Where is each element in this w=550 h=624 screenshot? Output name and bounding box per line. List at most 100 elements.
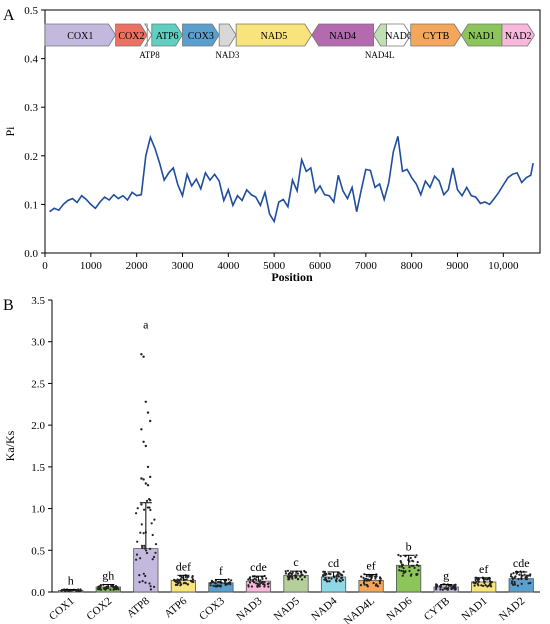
data-point [179,584,182,587]
category-label: NAD4L [342,595,378,624]
data-point [62,588,65,592]
data-point [152,555,156,559]
gene-arrow [235,23,313,47]
data-point [249,578,252,582]
data-point [212,584,215,588]
data-point [296,572,300,575]
data-point [189,579,192,583]
data-point [440,584,443,587]
data-point [176,578,179,581]
data-point [329,573,332,576]
data-point [265,577,268,580]
data-point [401,574,404,577]
data-point [327,577,330,580]
data-point [454,588,457,591]
data-point [299,575,302,578]
outlier-point [140,477,143,480]
data-point [524,577,527,581]
gene-label: NAD5 [261,31,288,42]
data-point [115,588,118,591]
data-point [511,577,515,581]
data-point [143,544,146,547]
gene-arrow [218,23,237,47]
category-label: CYTB [422,595,452,623]
data-point [247,585,250,588]
panel-b-y-ticks: 0.0 0.5 1.0 1.5 2.0 2.5 3.0 3.5 [31,295,52,599]
category-label: NAD6 [384,595,415,623]
data-point [474,576,477,579]
data-point [489,583,492,587]
data-point [489,580,492,583]
data-point [179,578,183,581]
x-tick-label: 3000 [172,260,195,272]
data-point [365,574,368,578]
data-point [149,547,152,551]
data-point [99,586,102,589]
data-point [414,556,417,559]
data-point [144,581,147,584]
y-tick-label: 0.0 [24,248,38,260]
data-point [325,579,328,582]
category-label: NAD4 [309,595,340,623]
category-label: ATP8 [125,595,152,621]
data-point [512,572,515,575]
data-point [435,588,438,591]
significance-letter: b [406,539,412,553]
data-point [303,575,306,579]
gene-map-below-labels: ATP8 NAD3 NAD4L [139,50,394,60]
data-point [140,523,143,526]
data-point [416,561,419,564]
data-point [397,553,400,557]
data-point [75,589,78,592]
outlier-point [149,499,152,502]
data-point [335,575,338,578]
data-point [248,581,252,584]
data-point [337,575,340,578]
y-tick-label: 0.2 [24,151,38,163]
data-point [339,579,342,583]
data-point [107,587,110,590]
panel-b-y-axis-label: Ka/Ks [3,430,17,461]
data-point [153,585,156,589]
data-point [230,579,233,582]
category-label: NAD5 [272,595,303,623]
y-tick-label: 1.0 [31,504,45,516]
panel-b-category-labels: COX1 COX2 ATP8 ATP6 COX3 NAD3 NAD5 NAD4 NAD4L NAD… [47,595,527,624]
data-point [408,566,411,569]
data-point [452,586,456,589]
data-point [263,585,266,588]
category-label: NAD3 [234,595,265,623]
data-point [399,560,402,563]
data-point [336,573,339,576]
gene-label: ATP6 [156,31,179,42]
data-point [417,569,420,572]
data-point [342,570,345,573]
data-point [139,531,142,534]
significance-letter: ef [479,562,488,576]
data-point [340,576,343,579]
data-point [517,577,520,581]
significance-letter: cde [250,560,267,574]
data-point [227,578,230,581]
outlier-point [140,428,143,431]
data-point [151,558,154,561]
data-point [338,572,341,575]
x-tick-label: 1000 [80,260,103,272]
data-point [322,574,325,578]
panel-b-points [60,353,532,593]
data-point [255,578,258,581]
panel-a-letter: A [3,7,15,24]
data-point [398,569,401,572]
gene-arrow [373,23,387,47]
data-point [136,507,139,510]
data-point [297,578,300,581]
data-point [261,577,264,581]
outlier-point [144,482,147,485]
data-point [214,579,217,582]
data-point [247,578,250,581]
data-point [289,575,292,578]
data-point [262,582,265,586]
outlier-point [140,353,143,356]
outlier-point [146,465,150,469]
